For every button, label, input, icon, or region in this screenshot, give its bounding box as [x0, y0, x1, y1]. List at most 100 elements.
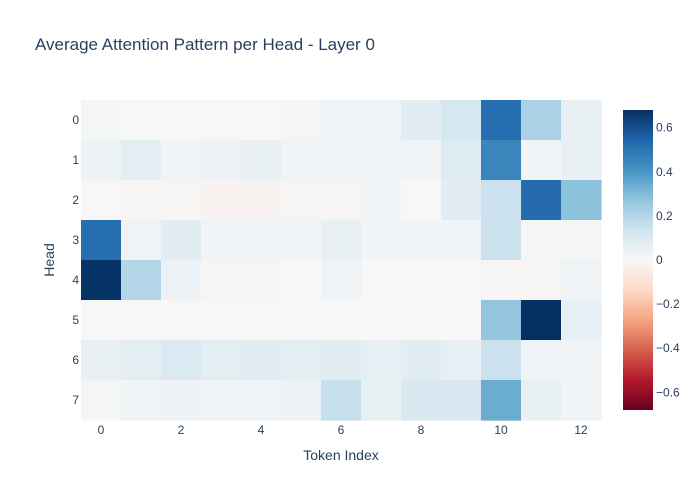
- heatmap-cell: [361, 380, 402, 421]
- heatmap-cell: [121, 380, 162, 421]
- heatmap-cell: [161, 180, 202, 221]
- colorbar: [623, 110, 653, 410]
- heatmap-cell: [121, 260, 162, 301]
- x-tick-label: 6: [338, 423, 345, 437]
- heatmap-cell: [401, 220, 442, 261]
- heatmap-cell: [521, 340, 562, 381]
- heatmap-cell: [281, 220, 322, 261]
- heatmap-cell: [561, 100, 602, 141]
- heatmap-cell: [241, 100, 282, 141]
- heatmap-cell: [281, 260, 322, 301]
- heatmap-cell: [201, 180, 242, 221]
- heatmap-cell: [321, 100, 362, 141]
- heatmap-cell: [521, 300, 562, 341]
- heatmap-cell: [481, 380, 522, 421]
- heatmap-cell: [241, 300, 282, 341]
- heatmap-cell: [161, 140, 202, 181]
- heatmap-cell: [241, 380, 282, 421]
- heatmap-cell: [201, 340, 242, 381]
- colorbar-tick-label: 0.6: [656, 121, 673, 135]
- heatmap-cell: [321, 340, 362, 381]
- heatmap-cell: [401, 180, 442, 221]
- y-tick-label: 6: [72, 353, 79, 367]
- x-tick-label: 8: [418, 423, 425, 437]
- heatmap-cell: [441, 260, 482, 301]
- heatmap-cell: [521, 140, 562, 181]
- heatmap-cell: [161, 220, 202, 261]
- heatmap-cell: [81, 300, 122, 341]
- heatmap-cell: [161, 100, 202, 141]
- heatmap-cell: [81, 260, 122, 301]
- heatmap-cell: [441, 380, 482, 421]
- colorbar-tick-label: −0.2: [656, 297, 680, 311]
- heatmap-cell: [441, 300, 482, 341]
- heatmap-cell: [201, 380, 242, 421]
- heatmap-cell: [361, 340, 402, 381]
- heatmap-cell: [121, 140, 162, 181]
- x-tick-label: 2: [178, 423, 185, 437]
- heatmap-cell: [521, 260, 562, 301]
- heatmap-cell: [81, 220, 122, 261]
- heatmap-cell: [321, 380, 362, 421]
- colorbar-tick-label: −0.6: [656, 385, 680, 399]
- heatmap-cell: [361, 260, 402, 301]
- colorbar-tick-label: 0.4: [656, 165, 673, 179]
- heatmap-cell: [161, 380, 202, 421]
- heatmap-cell: [241, 140, 282, 181]
- heatmap-cell: [281, 380, 322, 421]
- x-tick-label: 12: [574, 423, 588, 437]
- colorbar-tick-label: 0: [656, 253, 663, 267]
- heatmap-cell: [81, 140, 122, 181]
- heatmap-cell: [161, 300, 202, 341]
- y-axis-title: Head: [41, 243, 57, 276]
- heatmap-cell: [201, 220, 242, 261]
- heatmap-cell: [121, 220, 162, 261]
- heatmap-cell: [281, 140, 322, 181]
- heatmap-cell: [441, 220, 482, 261]
- heatmap-cell: [201, 300, 242, 341]
- heatmap-cell: [401, 100, 442, 141]
- heatmap-cell: [241, 220, 282, 261]
- x-tick-label: 10: [494, 423, 508, 437]
- chart-title: Average Attention Pattern per Head - Lay…: [35, 35, 375, 54]
- heatmap-cell: [481, 140, 522, 181]
- colorbar-tick-label: −0.4: [656, 341, 680, 355]
- heatmap-cells: [81, 100, 602, 421]
- heatmap-cell: [241, 180, 282, 221]
- heatmap-cell: [561, 380, 602, 421]
- heatmap-cell: [361, 140, 402, 181]
- heatmap-cell: [521, 380, 562, 421]
- heatmap-cell: [521, 100, 562, 141]
- heatmap-cell: [201, 140, 242, 181]
- heatmap-cell: [281, 300, 322, 341]
- y-tick-label: 4: [72, 273, 79, 287]
- x-axis-title: Token Index: [303, 447, 379, 463]
- y-tick-label: 2: [72, 193, 79, 207]
- heatmap-cell: [241, 340, 282, 381]
- heatmap-cell: [401, 260, 442, 301]
- heatmap-cell: [401, 300, 442, 341]
- colorbar-tick-label: 0.2: [656, 209, 673, 223]
- heatmap-cell: [121, 100, 162, 141]
- heatmap-cell: [441, 140, 482, 181]
- heatmap-cell: [321, 140, 362, 181]
- heatmap-cell: [281, 340, 322, 381]
- heatmap-cell: [481, 260, 522, 301]
- heatmap-cell: [81, 180, 122, 221]
- heatmap-cell: [81, 380, 122, 421]
- heatmap-cell: [321, 260, 362, 301]
- heatmap-cell: [481, 180, 522, 221]
- heatmap-cell: [201, 100, 242, 141]
- y-axis-ticks: 0 1 2 3 4 5 6 7: [72, 113, 79, 407]
- heatmap-cell: [561, 220, 602, 261]
- heatmap-cell: [321, 220, 362, 261]
- x-axis-ticks: 0 2 4 6 8 10 12: [98, 423, 588, 437]
- y-tick-label: 0: [72, 113, 79, 127]
- heatmap-cell: [441, 180, 482, 221]
- y-tick-label: 7: [72, 393, 79, 407]
- heatmap-cell: [441, 100, 482, 141]
- heatmap-cell: [401, 140, 442, 181]
- colorbar-ticks: 0.6 0.4 0.2 0 −0.2 −0.4 −0.6: [656, 121, 680, 400]
- heatmap-cell: [161, 260, 202, 301]
